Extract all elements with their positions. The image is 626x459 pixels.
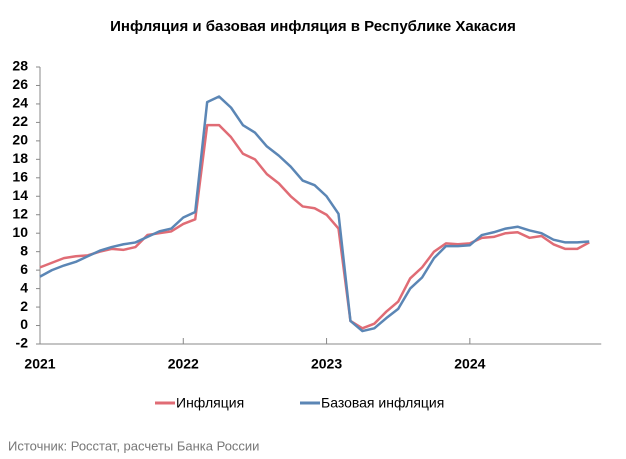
y-tick-label: 24 — [12, 95, 28, 111]
y-tick-label: -2 — [16, 335, 29, 351]
y-tick-label: 22 — [12, 113, 28, 129]
x-tick-label: 2024 — [454, 356, 485, 372]
y-tick-label: 26 — [12, 76, 28, 92]
y-tick-label: 18 — [12, 150, 28, 166]
y-tick-label: 2 — [20, 298, 28, 314]
x-tick-label: 2023 — [311, 356, 342, 372]
legend-label: Инфляция — [176, 395, 244, 411]
chart-title: Инфляция и базовая инфляция в Республике… — [110, 18, 516, 35]
y-tick-label: 4 — [20, 279, 28, 295]
line-series — [39, 123, 590, 330]
y-tick-label: 6 — [20, 261, 28, 277]
x-tick-label: 2022 — [168, 356, 199, 372]
y-tick-label: 16 — [12, 169, 28, 185]
source-note: Источник: Росстат, расчеты Банка России — [8, 438, 259, 453]
legend-label: Базовая инфляция — [321, 395, 444, 411]
y-tick-label: 20 — [12, 132, 28, 148]
y-tick-label: 8 — [20, 242, 28, 258]
y-tick-label: 14 — [12, 187, 28, 203]
x-tick-label: 2021 — [24, 356, 55, 372]
y-tick-label: 28 — [12, 58, 28, 74]
y-tick-label: 0 — [20, 316, 28, 332]
y-tick-label: 10 — [12, 224, 28, 240]
line-series — [39, 95, 590, 333]
y-tick-label: 12 — [12, 205, 28, 221]
